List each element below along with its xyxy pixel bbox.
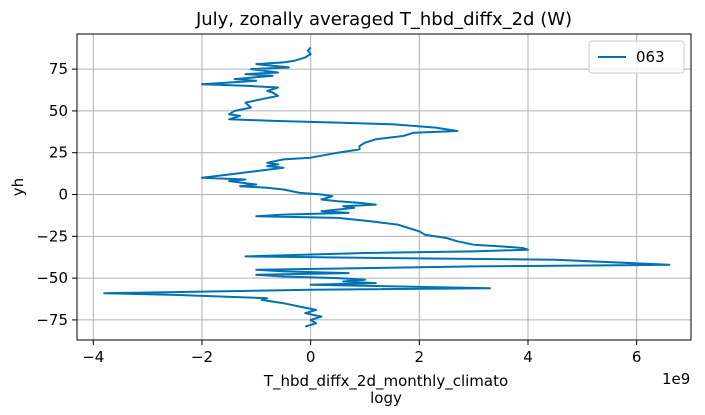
legend-label: 063	[636, 48, 665, 66]
x-axis-offset-label: 1e9	[662, 370, 690, 388]
x-tick-label: 0	[306, 348, 316, 366]
plot-frame	[76, 33, 692, 341]
x-tick-label: 2	[415, 348, 425, 366]
y-tick-label: 25	[49, 144, 68, 162]
y-tick-label: 50	[49, 102, 68, 120]
legend: 063	[588, 40, 685, 74]
x-tick-label: −4	[82, 348, 104, 366]
y-axis-ticks: 75 50 25 0 −25 −50 −75	[36, 60, 77, 329]
x-axis-label-line1: T_hbd_diffx_2d_monthly_climato	[263, 372, 508, 391]
x-tick-label: 6	[632, 348, 642, 366]
y-tick-label: 0	[58, 186, 68, 204]
x-tick-label: −2	[191, 348, 213, 366]
y-tick-label: −75	[36, 311, 68, 329]
x-tick-label: 4	[523, 348, 533, 366]
legend-box	[588, 40, 685, 74]
y-axis-label: yh	[9, 178, 27, 196]
series-line-063	[103, 46, 671, 328]
grid-lines	[77, 34, 691, 340]
x-axis-ticks: −4 −2 0 2 4 6	[82, 340, 641, 366]
series-layer	[103, 46, 671, 328]
y-tick-label: 75	[49, 60, 68, 78]
chart-title: July, zonally averaged T_hbd_diffx_2d (W…	[195, 9, 572, 30]
y-tick-label: −25	[36, 227, 68, 245]
x-axis-label-line2: logy	[370, 389, 402, 407]
y-tick-label: −50	[36, 269, 68, 287]
